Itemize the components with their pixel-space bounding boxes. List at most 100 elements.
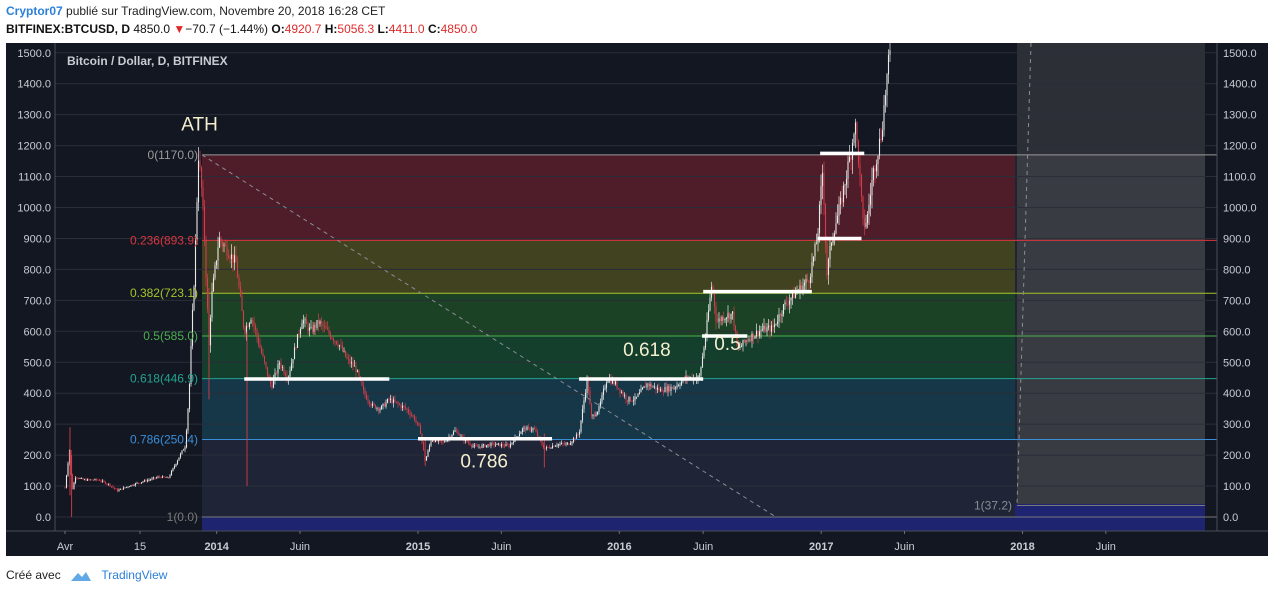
x-axis[interactable]: Avr 15 2014 Juin 2015 Juin 2016 Juin 2017 Juin 201… bbox=[57, 531, 1116, 553]
tradingview-logo-icon[interactable] bbox=[70, 570, 92, 582]
candle-body bbox=[571, 441, 573, 444]
candle-body bbox=[802, 285, 804, 293]
candle-body bbox=[385, 402, 387, 407]
candle-body bbox=[395, 401, 398, 403]
candle-body bbox=[82, 478, 84, 480]
candle-body bbox=[785, 302, 788, 304]
candle-body bbox=[496, 443, 498, 445]
candle-body bbox=[248, 323, 251, 327]
candle-body bbox=[626, 400, 629, 402]
annotation-label: 0.618 bbox=[623, 340, 671, 361]
candle-body bbox=[215, 260, 218, 266]
candle-body bbox=[794, 292, 797, 299]
y-tick-label: 1300.0 bbox=[1223, 110, 1257, 122]
candle-body bbox=[847, 161, 849, 179]
fib-trend-line[interactable] bbox=[201, 154, 777, 518]
candle-body bbox=[457, 430, 459, 435]
candle-body bbox=[310, 326, 312, 328]
candle-body bbox=[707, 310, 710, 320]
candle-body bbox=[272, 379, 275, 388]
fib-zone bbox=[202, 517, 1015, 531]
candle-body bbox=[334, 341, 336, 342]
candle-body bbox=[622, 391, 624, 396]
candle-body bbox=[637, 394, 639, 397]
candle-body bbox=[302, 320, 305, 324]
x-tick-label: 2017 bbox=[809, 541, 833, 553]
fib-level-label: 0.382(723.1) bbox=[130, 286, 198, 300]
candle-body bbox=[260, 348, 263, 354]
candle-body bbox=[641, 387, 644, 390]
candle-body bbox=[256, 329, 258, 337]
candle-body bbox=[769, 325, 771, 332]
candle-body bbox=[856, 122, 858, 141]
y-axis-right[interactable]: 0.0 100.0 200.0 300.0 400.0 500.0 600.0 700.0 80… bbox=[1223, 48, 1257, 524]
candle-body bbox=[166, 477, 168, 479]
support-lines[interactable] bbox=[244, 151, 865, 441]
candle-body bbox=[808, 280, 810, 284]
candle-body bbox=[493, 442, 495, 446]
candle-body bbox=[842, 185, 845, 203]
candle-body bbox=[209, 317, 212, 346]
candle-body bbox=[656, 387, 659, 390]
candle-body bbox=[601, 394, 603, 402]
candle-body bbox=[661, 388, 663, 392]
candle-body bbox=[235, 255, 237, 263]
candle-body bbox=[254, 325, 257, 330]
candle-body bbox=[535, 429, 537, 432]
candle-body bbox=[217, 247, 219, 261]
tradingview-link[interactable]: TradingView bbox=[101, 568, 168, 582]
candle-body bbox=[860, 175, 863, 197]
candle-body bbox=[143, 480, 146, 482]
candle-body bbox=[880, 138, 882, 140]
y-axis-left[interactable]: 0.0 100.0 200.0 300.0 400.0 500.0 600.0 700.0 80… bbox=[17, 48, 51, 524]
candle-body bbox=[226, 245, 228, 256]
candle-body bbox=[748, 339, 750, 341]
candle-body bbox=[509, 443, 512, 447]
candle-body bbox=[472, 445, 474, 447]
candle-body bbox=[320, 321, 323, 324]
candle-body bbox=[332, 338, 335, 342]
candle-body bbox=[313, 324, 315, 332]
candle-body bbox=[833, 233, 836, 238]
candle-body bbox=[394, 399, 396, 402]
candle-body bbox=[164, 477, 167, 479]
candle-body bbox=[668, 385, 671, 391]
candle-body bbox=[425, 456, 428, 461]
candle-body bbox=[592, 414, 594, 417]
candle-body bbox=[499, 443, 501, 447]
y-tick-label: 100.0 bbox=[23, 481, 51, 493]
fib-extension-line[interactable] bbox=[1016, 42, 1032, 506]
candle-body bbox=[349, 358, 351, 364]
candle-body bbox=[127, 486, 129, 488]
y-tick-label: 1100.0 bbox=[18, 172, 51, 184]
candle-body bbox=[680, 381, 683, 385]
candle-body bbox=[652, 386, 654, 388]
candle-body bbox=[307, 323, 309, 331]
candle-body bbox=[877, 155, 879, 165]
candle-body bbox=[170, 470, 173, 476]
candle-body bbox=[607, 380, 609, 383]
fib-zone-extension bbox=[1015, 293, 1205, 336]
candle-body bbox=[736, 331, 738, 346]
candle-body bbox=[481, 445, 483, 448]
candle-body bbox=[844, 184, 846, 186]
candle-body bbox=[392, 399, 395, 403]
candle-body bbox=[814, 243, 816, 257]
candle-body bbox=[536, 431, 539, 437]
candle-body bbox=[841, 197, 843, 203]
candle-body bbox=[674, 387, 677, 389]
candle-body bbox=[383, 403, 386, 407]
y-tick-label: 300.0 bbox=[1223, 419, 1251, 431]
candle-body bbox=[806, 279, 809, 281]
y-tick-label: 600.0 bbox=[1223, 326, 1251, 338]
candle-body bbox=[440, 440, 443, 442]
candle-body bbox=[770, 325, 773, 332]
author-name[interactable]: Cryptor07 bbox=[6, 4, 63, 18]
candle-body bbox=[772, 325, 774, 328]
candle-body bbox=[473, 445, 476, 447]
candle-body bbox=[370, 404, 372, 406]
y-tick-label: 1200.0 bbox=[17, 141, 51, 153]
candle-body bbox=[452, 431, 455, 435]
candle-body bbox=[259, 344, 261, 349]
